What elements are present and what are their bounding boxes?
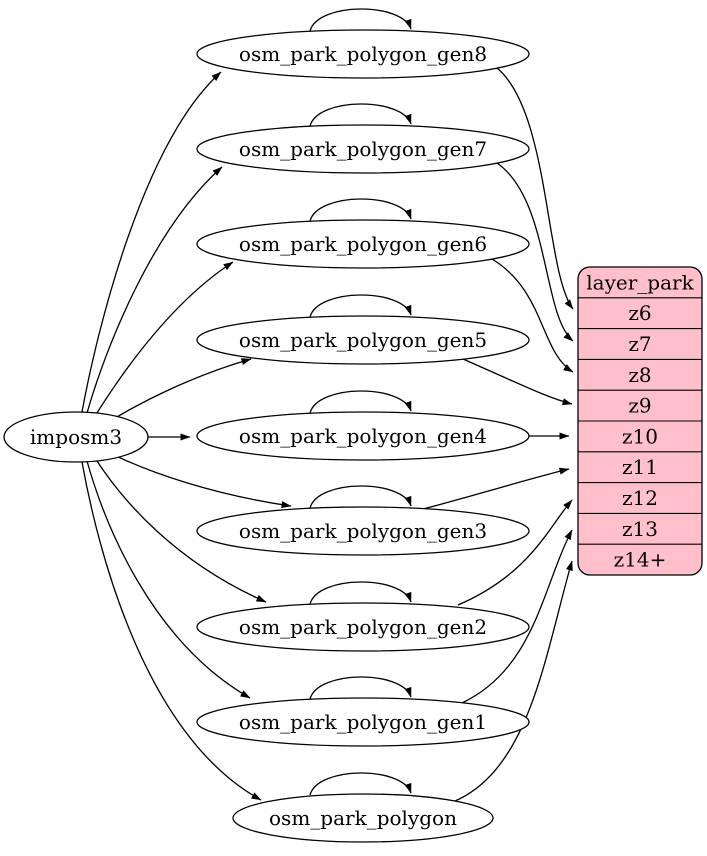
layer-row-label-z11: z11 [622,455,658,479]
node-osm_park_polygon_gen3: osm_park_polygon_gen3 [196,506,530,556]
osm_park_polygon_gen2-label: osm_park_polygon_gen2 [239,615,487,639]
edge-imposm3-to-osm_park_polygon [81,461,262,801]
osm_park_polygon_gen4-label: osm_park_polygon_gen4 [239,424,487,448]
osm_park_polygon_gen1-label: osm_park_polygon_gen1 [239,710,487,734]
edge-imposm3-to-osm_park_polygon_gen2 [94,457,267,603]
layer-row-label-z6: z6 [628,301,651,325]
layer-row-label-z12: z12 [622,486,658,510]
layer-park-title: layer_park [586,270,694,294]
osm_park_polygon_gen5-ellipse [196,315,530,365]
layer-row-label-z8: z8 [628,363,651,387]
edge-osm_park_polygon-to-z14+ [454,560,573,802]
node-osm_park_polygon_gen8: osm_park_polygon_gen8 [196,29,530,79]
osm_park_polygon_gen4-ellipse [196,411,530,461]
osm_park_polygon_gen3-ellipse [196,506,530,556]
osm_park_polygon_gen3-label: osm_park_polygon_gen3 [239,519,487,543]
edge-osm_park_polygon_gen6-to-z8 [491,258,574,373]
edge-imposm3-to-osm_park_polygon_gen6 [94,261,234,417]
nodes-group: imposm3 osm_park_polygon_gen8 osm_park_pol… [3,29,703,843]
edge-imposm3-to-osm_park_polygon_gen8 [81,71,222,413]
node-osm_park_polygon_gen7: osm_park_polygon_gen7 [196,124,530,174]
edge-osm_park_polygon_gen7-to-z7 [496,162,574,342]
osm_park_polygon_gen1-ellipse [196,697,530,747]
edge-osm_park_polygon_gen3-to-z11 [422,467,570,510]
node-osm_park_polygon_gen1: osm_park_polygon_gen1 [196,697,530,747]
self-loop-osm_park_polygon_gen4 [309,390,412,414]
node-osm_park_polygon: osm_park_polygon [232,793,494,843]
osm_park_polygon_gen6-label: osm_park_polygon_gen6 [239,232,487,256]
edge-osm_park_polygon_gen1-to-z13 [461,529,573,704]
osm_park_polygon_gen7-ellipse [196,124,530,174]
self-loop-osm_park_polygon_gen2 [309,581,412,605]
osm_park_polygon_gen2-ellipse [196,602,530,652]
node-osm_park_polygon_gen5: osm_park_polygon_gen5 [196,315,530,365]
edge-osm_park_polygon_gen2-to-z12 [457,499,573,606]
layer-row-label-z7: z7 [628,332,651,356]
osm_park_polygon_gen5-label: osm_park_polygon_gen5 [239,328,487,352]
layer-row-label-z9: z9 [628,394,651,418]
layer-row-label-z13: z13 [622,517,658,541]
edges-group [81,8,574,802]
self-loop-osm_park_polygon_gen6 [309,198,412,222]
edge-imposm3-to-osm_park_polygon_gen3 [109,452,292,509]
self-loop-osm_park_polygon_gen7 [309,103,412,127]
osm_park_polygon_gen6-ellipse [196,219,530,269]
osm_park_polygon_gen8-label: osm_park_polygon_gen8 [239,42,487,66]
node-osm_park_polygon_gen6: osm_park_polygon_gen6 [196,219,530,269]
self-loop-osm_park_polygon_gen5 [309,294,412,318]
edge-osm_park_polygon_gen5-to-z9 [462,358,573,406]
layer-row-label-z10: z10 [622,424,658,448]
node-layer-park: layer_park z6 z7 z8 z9 z10 z11 z12 z13 z14+ [577,266,703,576]
node-imposm3: imposm3 [3,411,149,463]
edge-osm_park_polygon_gen8-to-z6 [496,67,574,310]
node-osm_park_polygon_gen4: osm_park_polygon_gen4 [196,411,530,461]
edge-imposm3-to-osm_park_polygon_gen1 [86,460,251,699]
edge-imposm3-to-osm_park_polygon_gen7 [86,166,223,414]
layer-row-label-z14+: z14+ [614,548,667,572]
self-loop-osm_park_polygon_gen1 [309,676,412,700]
imposm3-label: imposm3 [30,425,122,449]
self-loop-osm_park_polygon_gen3 [309,485,412,509]
osm_park_polygon_gen8-ellipse [196,29,530,79]
node-osm_park_polygon_gen2: osm_park_polygon_gen2 [196,602,530,652]
osm_park_polygon_gen7-label: osm_park_polygon_gen7 [239,137,487,161]
imposm3-ellipse [3,411,149,463]
osm_park_polygon-ellipse [232,793,494,843]
self-loop-osm_park_polygon_gen8 [309,8,412,32]
self-loop-osm_park_polygon [309,772,412,796]
edge-imposm3-to-osm_park_polygon_gen5 [109,358,252,422]
osm_park_polygon-label: osm_park_polygon [269,806,457,830]
